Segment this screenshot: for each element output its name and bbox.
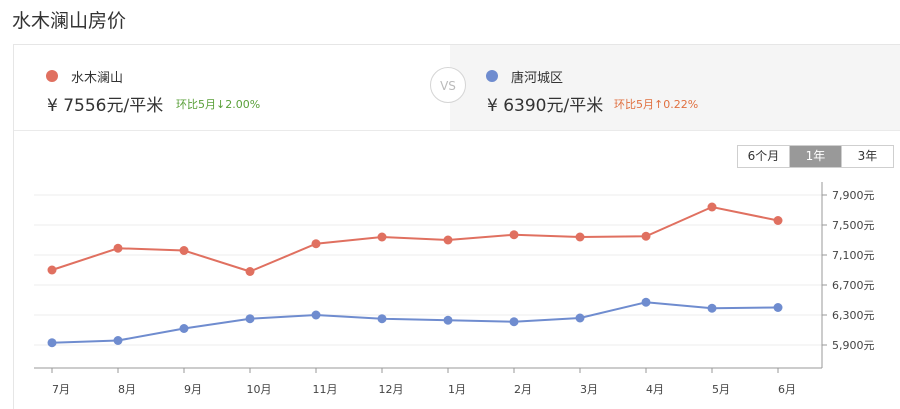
- data-point: [47, 338, 57, 348]
- x-tick-label: 12月: [379, 383, 404, 396]
- data-point: [377, 232, 387, 242]
- data-point: [311, 239, 321, 249]
- data-point: [509, 317, 519, 327]
- x-tick-label: 7月: [52, 383, 70, 396]
- series-line-0: [51, 205, 779, 273]
- data-point: [245, 314, 255, 324]
- y-tick-label: 7,500元: [832, 219, 875, 232]
- legend-dot-left: [46, 70, 58, 82]
- left-price: ¥ 7556元/平米: [47, 96, 164, 116]
- y-tick-label: 5,900元: [832, 339, 875, 352]
- x-tick-label: 10月: [247, 383, 272, 396]
- data-point: [377, 314, 387, 324]
- y-tick-label: 7,100元: [832, 249, 875, 262]
- data-point: [773, 303, 783, 312]
- data-point: [179, 324, 189, 333]
- data-point: [575, 313, 585, 323]
- price-panel: 水木澜山 ¥ 7556元/平米 环比5月↓2.00% 唐河城区 ¥ 6390元/…: [13, 44, 900, 409]
- data-point: [179, 246, 189, 255]
- data-point: [575, 232, 585, 242]
- compare-right: 唐河城区 ¥ 6390元/平米 环比5月↑0.22%: [450, 45, 900, 130]
- x-tick-label: 8月: [118, 383, 136, 396]
- x-tick-label: 2月: [514, 383, 532, 396]
- y-tick-label: 6,300元: [832, 309, 875, 322]
- x-tick-label: 4月: [646, 383, 664, 396]
- divider: [14, 130, 900, 131]
- left-name: 水木澜山: [71, 71, 124, 86]
- data-point: [245, 267, 255, 276]
- series-line-1: [51, 301, 779, 344]
- y-tick-label: 7,900元: [832, 189, 875, 202]
- x-tick-label: 3月: [580, 383, 598, 396]
- data-point: [443, 315, 453, 325]
- data-point: [773, 216, 783, 225]
- data-point: [641, 231, 651, 241]
- data-point: [707, 303, 717, 313]
- data-point: [311, 310, 321, 320]
- vs-badge: VS: [430, 67, 466, 103]
- y-tick-label: 6,700元: [832, 279, 875, 292]
- data-point: [113, 336, 123, 345]
- x-tick-label: 1月: [448, 383, 466, 396]
- page-title: 水木澜山房价: [12, 10, 127, 32]
- x-tick-label: 5月: [712, 383, 730, 396]
- data-point: [707, 202, 717, 212]
- right-price: ¥ 6390元/平米: [487, 96, 604, 116]
- tab-3-years[interactable]: 3年: [841, 146, 893, 167]
- range-tabs: 6个月 1年 3年: [737, 145, 894, 168]
- tab-6-months[interactable]: 6个月: [738, 146, 789, 167]
- right-name: 唐河城区: [511, 71, 564, 86]
- x-tick-label: 6月: [778, 383, 796, 396]
- data-point: [641, 297, 651, 307]
- legend-dot-right: [486, 70, 498, 82]
- data-point: [113, 243, 123, 253]
- left-change: 环比5月↓2.00%: [176, 98, 261, 111]
- data-point: [509, 230, 519, 240]
- compare-left: 水木澜山 ¥ 7556元/平米 环比5月↓2.00%: [14, 45, 450, 130]
- data-point: [47, 265, 57, 275]
- data-point: [443, 235, 453, 245]
- tab-1-year[interactable]: 1年: [789, 146, 841, 167]
- x-tick-label: 11月: [313, 383, 338, 396]
- x-tick-label: 9月: [184, 383, 202, 396]
- right-change: 环比5月↑0.22%: [614, 98, 699, 111]
